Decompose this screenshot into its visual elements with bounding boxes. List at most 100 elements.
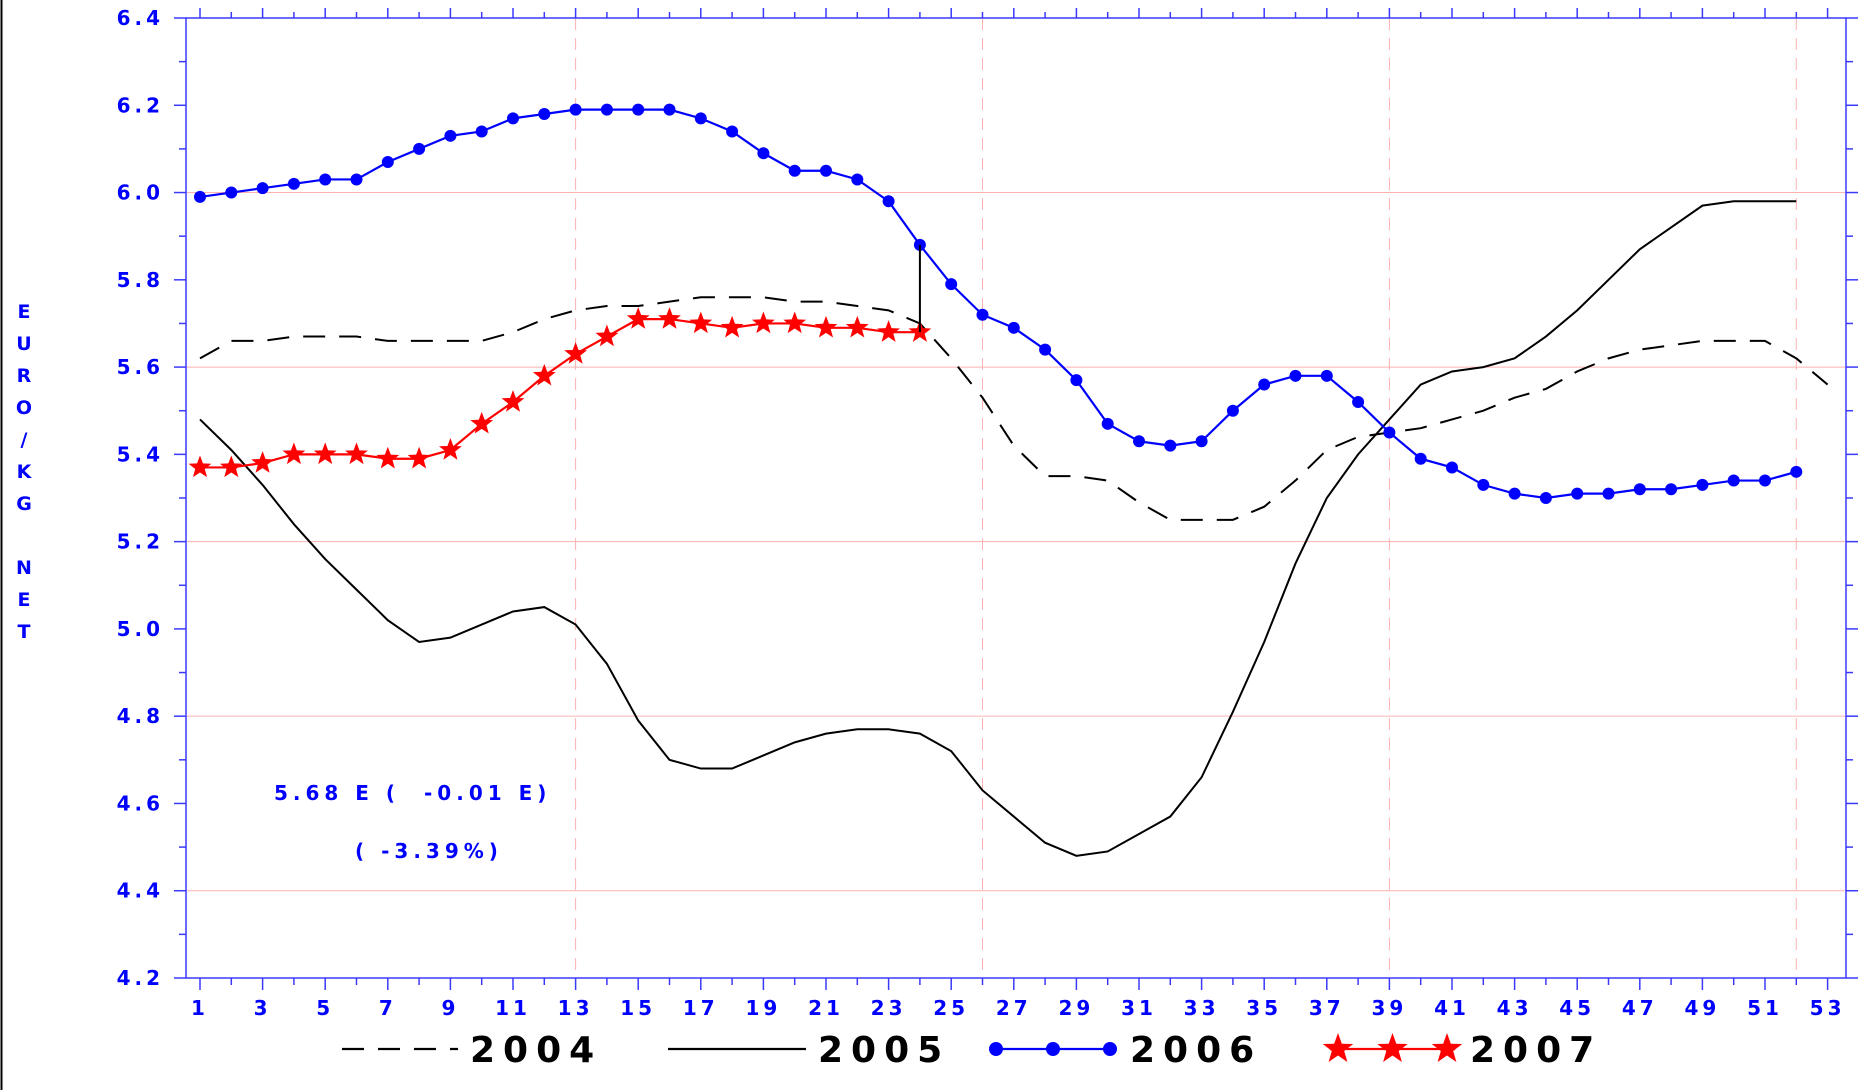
data-point-2007 [282,442,306,465]
data-point-2006 [1101,417,1114,430]
data-point-2006 [1164,439,1177,452]
data-point-2006 [1539,492,1552,504]
x-tick-label: 49 [1684,996,1720,1020]
series-line-2004 [199,296,1829,521]
data-point-2006 [1289,369,1302,382]
legend: 2004 2005 2006 2007 [342,1030,1602,1071]
y-axis-label-char: O [16,397,32,419]
y-axis-label-char: G [16,493,32,515]
x-tick-label: 9 [441,996,459,1020]
data-point-2007 [251,451,275,473]
legend-marker-2007 [1377,1033,1408,1062]
y-tick-label: 4.4 [117,879,164,903]
legend-marker-2006 [1103,1042,1117,1056]
y-tick-label: 5.8 [117,268,164,292]
data-point-2006 [600,103,613,116]
legend-label-2005: 2005 [818,1030,950,1071]
data-point-2006 [632,103,645,116]
x-tick-label: 51 [1747,996,1783,1020]
data-point-2006 [1571,487,1584,500]
annotation: 5.68 E ( -0.01 E) ( -3.39%) [274,781,551,863]
data-point-2006 [1352,396,1365,408]
data-point-2007 [626,307,650,329]
data-point-2007 [658,307,681,329]
data-point-2006 [663,103,676,116]
data-point-2006 [1414,452,1427,465]
data-point-2007 [376,446,400,469]
data-point-2006 [945,278,958,291]
grid-lines [186,18,1846,978]
annotation-line-2: ( -3.39%) [355,839,503,863]
data-point-2007 [345,442,368,465]
legend-marker-2006 [1046,1042,1060,1056]
y-axis-label-char: R [17,365,32,387]
x-tick-label: 47 [1622,996,1658,1020]
series-line-2007 [200,317,920,469]
data-point-2006 [1790,465,1803,478]
y-axis-label-char: / [21,429,28,451]
data-point-2006 [413,142,426,155]
y-tick-label: 6.4 [117,6,164,30]
data-point-2007 [219,455,243,478]
x-tick-label: 37 [1309,996,1345,1020]
y-axis-label-char: U [16,333,31,355]
x-tick-label: 29 [1058,996,1094,1020]
data-point-2007 [470,411,494,434]
data-point-2007 [501,390,525,412]
data-point-2007 [564,342,588,364]
data-point-2007 [751,311,775,334]
data-point-2006 [851,173,864,186]
data-point-2006 [350,173,363,186]
data-point-2006 [1446,461,1458,474]
y-axis-label-char: E [18,301,31,323]
y-tick-label: 4.8 [117,704,164,728]
data-point-2007 [595,324,619,347]
x-tick-label: 1 [191,996,209,1020]
data-point-2006 [1633,483,1646,496]
data-point-2006 [381,156,394,168]
legend-label-2004: 2004 [470,1030,602,1071]
x-tick-label: 21 [808,996,844,1020]
y-tick-label: 5.6 [117,355,164,379]
x-tick-label: 39 [1371,996,1407,1020]
annotation-line-1: 5.68 E ( -0.01 E) [274,781,551,805]
y-tick-label: 6.0 [117,181,164,205]
y-tick-label: 5.0 [117,617,164,641]
data-point-2006 [1133,435,1145,448]
data-point-2006 [1258,378,1271,391]
data-point-2006 [319,173,332,186]
x-tick-label: 33 [1184,996,1220,1020]
data-point-2006 [1759,474,1771,487]
y-tick-label: 5.2 [117,530,164,554]
x-tick-label: 31 [1121,996,1157,1020]
data-point-2007 [783,311,807,334]
data-point-2006 [1696,478,1709,491]
data-point-2006 [820,164,832,177]
data-point-2006 [256,182,269,195]
data-point-2006 [788,164,801,177]
x-tick-label: 11 [495,996,531,1020]
legend-label-2006: 2006 [1130,1030,1262,1071]
x-tick-label: 27 [996,996,1032,1020]
legend-marker-2007 [1322,1033,1354,1062]
x-tick-label: 35 [1246,996,1282,1020]
x-tick-label: 17 [683,996,719,1020]
data-point-2006 [1070,374,1083,387]
data-point-2007 [689,311,713,334]
data-point-2007 [532,363,556,386]
x-tick-label: 45 [1559,996,1595,1020]
data-point-2006 [1665,483,1678,496]
plot-frame [185,17,1847,979]
y-axis-label-char: E [18,589,31,611]
legend-label-2007: 2007 [1470,1030,1602,1071]
data-point-2006 [1727,474,1740,487]
legend-marker-2006 [989,1042,1003,1056]
x-tick-label: 19 [745,996,781,1020]
x-tick-label: 13 [558,996,594,1020]
data-point-2007 [313,442,337,465]
data-point-2006 [726,125,739,138]
y-axis-label-char: N [16,557,32,579]
data-point-2007 [814,315,838,338]
